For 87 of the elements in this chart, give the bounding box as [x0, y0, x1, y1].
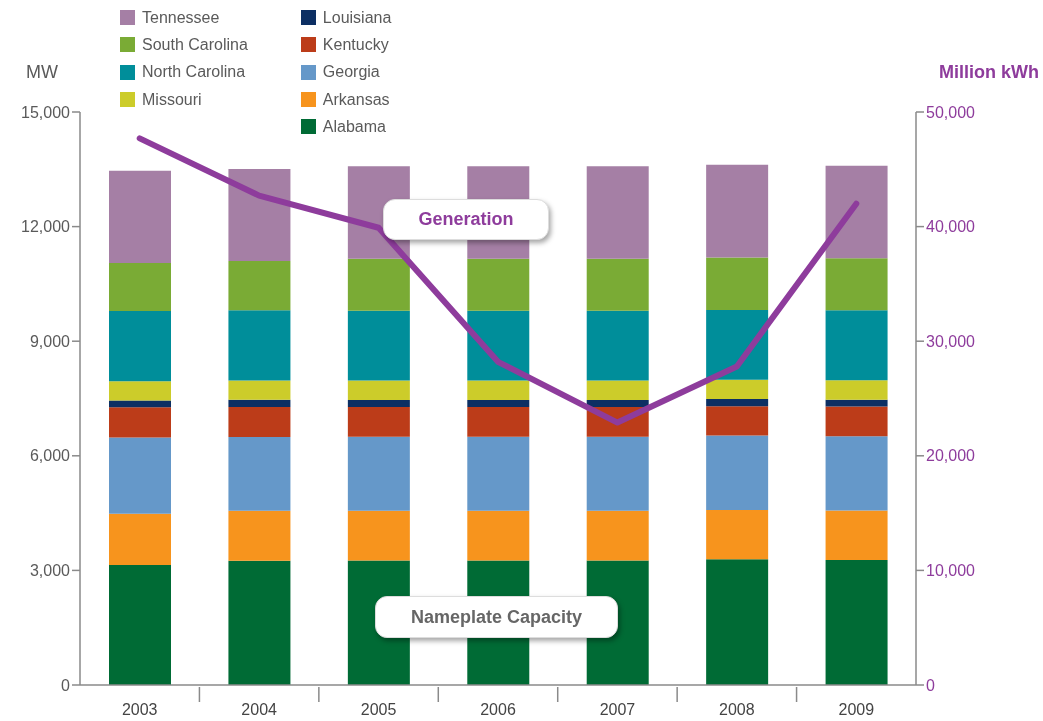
legend-label: North Carolina	[142, 63, 246, 82]
bar	[109, 565, 171, 685]
x-tick-label: 2003	[121, 701, 158, 718]
bar	[586, 258, 649, 311]
bar	[825, 436, 888, 511]
bar	[706, 510, 769, 560]
x-tick-label: 2007	[599, 701, 636, 718]
y-axis-title: MW	[26, 62, 58, 82]
bar	[586, 166, 649, 259]
bar	[467, 258, 530, 311]
bar	[586, 400, 649, 407]
bar	[825, 380, 888, 400]
bar	[228, 510, 291, 561]
bar	[467, 436, 530, 511]
legend-label: South Carolina	[142, 35, 248, 54]
bar	[109, 262, 171, 312]
bar	[109, 437, 171, 514]
y-tick-label: 0	[61, 676, 71, 694]
bar	[467, 406, 530, 437]
bar	[109, 170, 171, 263]
bar	[706, 164, 769, 258]
bar	[825, 310, 888, 381]
x-tick-label: 2008	[719, 701, 755, 718]
bar	[825, 258, 888, 311]
bar	[706, 435, 769, 511]
legend-label: Alabama	[322, 117, 386, 136]
y2-tick-label: 0	[926, 676, 935, 694]
bar	[347, 258, 410, 311]
x-tick-label: 2009	[838, 701, 875, 718]
bar	[347, 436, 410, 511]
bar	[706, 257, 769, 310]
bar	[706, 379, 769, 399]
bar	[109, 513, 171, 566]
bar	[825, 510, 888, 561]
bar	[467, 510, 530, 561]
legend-label: Kentucky	[322, 35, 389, 54]
legend-label: Missouri	[142, 90, 202, 109]
y2-tick-label: 40,000	[926, 218, 976, 236]
y-tick-label: 6,000	[29, 447, 71, 465]
bar	[228, 310, 291, 381]
bar	[347, 400, 410, 407]
bar	[586, 510, 649, 561]
bar	[586, 310, 649, 381]
bar	[109, 407, 171, 438]
bar	[706, 398, 769, 407]
bar	[228, 437, 291, 511]
y-tick-label: 15,000	[21, 103, 71, 121]
y2-tick-label: 50,000	[926, 103, 976, 121]
legend-label: Tennessee	[142, 8, 220, 27]
bar	[228, 560, 291, 685]
bar	[825, 560, 888, 685]
x-tick-label: 2006	[480, 701, 516, 718]
annotation: Nameplate Capacity	[410, 606, 583, 628]
bar	[228, 380, 291, 400]
x-tick-label: 2005	[360, 701, 397, 718]
legend-label: Georgia	[322, 63, 380, 82]
bar	[706, 559, 769, 685]
y-tick-label: 9,000	[29, 332, 71, 350]
bar	[109, 311, 171, 382]
bar	[825, 165, 888, 259]
bar	[228, 168, 291, 261]
legend-label: Arkansas	[322, 90, 390, 109]
bar	[586, 436, 649, 511]
bar	[706, 406, 769, 436]
bar	[825, 399, 888, 407]
series-label: Generation	[418, 209, 514, 230]
bar	[228, 406, 291, 438]
bar	[347, 380, 410, 401]
bar	[228, 260, 291, 311]
bar	[228, 399, 291, 407]
y-tick-label: 12,000	[21, 218, 71, 236]
bar	[467, 380, 530, 401]
bar	[467, 400, 530, 407]
bar	[586, 380, 649, 401]
bar	[347, 406, 410, 437]
x-tick-label: 2004	[241, 701, 278, 718]
y2-tick-label: 10,000	[926, 562, 976, 580]
y2-axis-title: Million kWh	[939, 62, 1039, 82]
bar	[109, 381, 171, 401]
bar	[347, 510, 410, 561]
bar	[825, 406, 888, 437]
legend-label: Louisiana	[322, 8, 392, 27]
y2-tick-label: 30,000	[926, 332, 976, 350]
y-tick-label: 3,000	[29, 562, 71, 580]
bar	[347, 310, 410, 381]
y2-tick-label: 20,000	[926, 447, 976, 465]
bar	[109, 400, 171, 408]
